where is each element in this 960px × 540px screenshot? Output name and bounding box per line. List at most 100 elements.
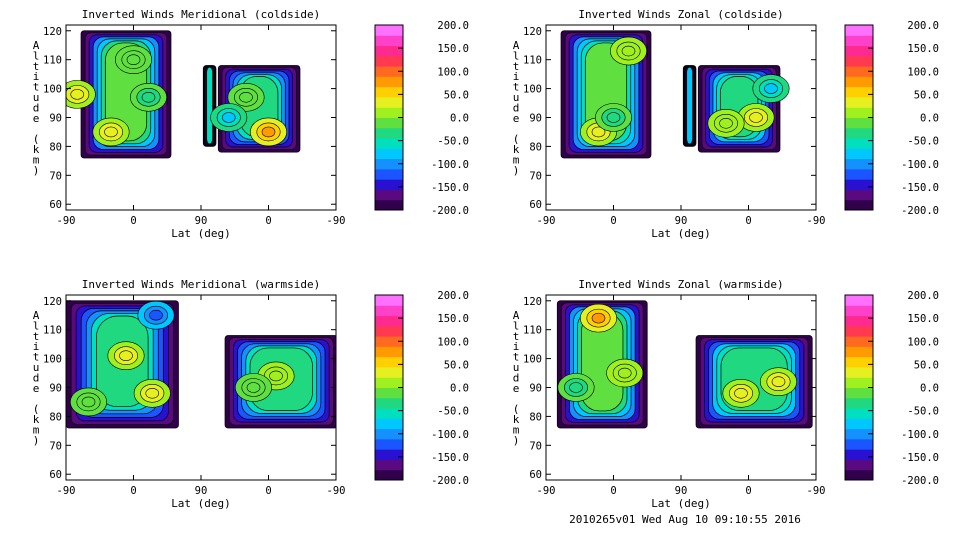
y-axis-label-char: ) bbox=[513, 434, 520, 447]
colorbar-tick-label: 50.0 bbox=[914, 89, 939, 101]
colorbar-swatch bbox=[375, 305, 403, 317]
colorbar-tick-label: -200.0 bbox=[901, 475, 939, 487]
panel-4: Inverted Winds Zonal (warmside) -90 0 90 0 -9… bbox=[513, 278, 939, 510]
y-tick-label: 120 bbox=[43, 296, 62, 308]
colorbar-swatch bbox=[845, 387, 873, 399]
colorbar-swatch bbox=[845, 397, 873, 409]
y-tick-label: 70 bbox=[49, 440, 62, 452]
y-axis-label-char: i bbox=[513, 70, 520, 83]
colorbar-swatch bbox=[375, 469, 403, 481]
x-tick-label: 90 bbox=[195, 485, 208, 497]
y-tick-label: 70 bbox=[529, 440, 542, 452]
colorbar-tick-label: 50.0 bbox=[444, 359, 469, 371]
y-axis-label-char: u bbox=[513, 361, 520, 374]
x-tick-label: -90 bbox=[537, 215, 556, 227]
y-tick-label: 60 bbox=[529, 469, 542, 481]
y-axis-label-char: k bbox=[33, 413, 40, 426]
colorbar-swatch bbox=[845, 418, 873, 430]
y-axis-label-char: e bbox=[33, 112, 40, 125]
contour-feature bbox=[104, 126, 118, 138]
colorbar-tick-label: 150.0 bbox=[437, 43, 469, 55]
colorbar-swatch bbox=[375, 189, 403, 201]
y-axis-label-char: e bbox=[513, 112, 520, 125]
colorbar-swatch bbox=[375, 179, 403, 190]
colorbar-swatch bbox=[375, 325, 403, 337]
contour-feature bbox=[221, 112, 236, 123]
contour-feature bbox=[246, 382, 261, 393]
colorbar-swatch bbox=[375, 346, 403, 358]
y-axis-label-char: t bbox=[33, 60, 40, 73]
y-axis-label-char: i bbox=[33, 70, 40, 83]
colorbar-swatch bbox=[845, 408, 873, 419]
contour-feature bbox=[621, 45, 636, 57]
y-tick-label: 110 bbox=[43, 325, 62, 337]
colorbar-tick-label: 100.0 bbox=[437, 66, 469, 78]
colorbar-swatch bbox=[845, 356, 873, 368]
colorbar-swatch bbox=[375, 428, 403, 440]
panel-1: Inverted Winds Meridional (coldside) -90 0… bbox=[33, 8, 469, 240]
y-axis-label-char: d bbox=[33, 371, 40, 384]
colorbar-tick-label: -150.0 bbox=[431, 182, 469, 194]
colorbar-swatch bbox=[375, 336, 403, 347]
colorbar-swatch bbox=[375, 148, 403, 160]
colorbar-tick-label: 0.0 bbox=[920, 113, 939, 125]
colorbar-swatch bbox=[375, 438, 403, 450]
colorbar-tick-label: 50.0 bbox=[914, 359, 939, 371]
y-axis-label-char: t bbox=[513, 351, 520, 364]
colorbar-swatch bbox=[375, 366, 403, 378]
y-tick-label: 90 bbox=[49, 383, 62, 395]
contour-feature bbox=[734, 387, 748, 399]
colorbar: 200.0 150.0 100.0 50.0 0.0 -50.0 -100.0 -150.0 -… bbox=[374, 20, 469, 217]
y-tick-label: 60 bbox=[49, 199, 62, 211]
colorbar-swatch bbox=[375, 449, 403, 460]
y-axis-label-char: l bbox=[513, 319, 520, 332]
y-tick-label: 70 bbox=[49, 170, 62, 182]
colorbar-swatch bbox=[845, 107, 873, 118]
y-tick-label: 60 bbox=[49, 469, 62, 481]
y-tick-label: 120 bbox=[523, 296, 542, 308]
x-tick-label: 0 bbox=[265, 215, 271, 227]
y-tick-label: 100 bbox=[523, 84, 542, 96]
colorbar-swatch bbox=[845, 76, 873, 88]
colorbar-swatch bbox=[845, 158, 873, 170]
contour-feature bbox=[126, 54, 141, 65]
colorbar: 200.0 150.0 100.0 50.0 0.0 -50.0 -100.0 -150.0 -… bbox=[844, 20, 939, 217]
colorbar-swatch bbox=[375, 397, 403, 409]
y-tick-label: 70 bbox=[529, 170, 542, 182]
y-tick-label: 90 bbox=[529, 113, 542, 125]
colorbar-swatch bbox=[375, 199, 403, 211]
panel-2: Inverted Winds Zonal (coldside) -90 0 90 0 -9… bbox=[513, 8, 939, 240]
x-tick-label: -90 bbox=[327, 215, 346, 227]
colorbar-tick-label: 0.0 bbox=[920, 383, 939, 395]
colorbar-tick-label: -50.0 bbox=[437, 136, 469, 148]
y-axis-label-char: u bbox=[33, 361, 40, 374]
contour-feature bbox=[719, 117, 733, 129]
colorbar-tick-label: -50.0 bbox=[907, 406, 939, 418]
y-tick-label: 60 bbox=[529, 199, 542, 211]
y-axis-label-char: ( bbox=[513, 133, 520, 146]
contour-field bbox=[66, 30, 301, 159]
y-tick-label: 100 bbox=[43, 84, 62, 96]
y-axis-label-char: t bbox=[33, 330, 40, 343]
colorbar-swatch bbox=[375, 127, 403, 139]
colorbar-tick-label: -100.0 bbox=[431, 159, 469, 171]
colorbar-swatch bbox=[845, 428, 873, 440]
y-axis-label-char: t bbox=[33, 81, 40, 94]
x-tick-label: 0 bbox=[745, 215, 751, 227]
colorbar-tick-label: 150.0 bbox=[437, 313, 469, 325]
colorbar-swatch bbox=[375, 86, 403, 98]
colorbar-swatch bbox=[845, 438, 873, 450]
x-tick-label: 0 bbox=[265, 485, 271, 497]
colorbar-tick-label: -100.0 bbox=[901, 429, 939, 441]
colorbar-swatch bbox=[845, 96, 873, 108]
x-tick-label: 0 bbox=[130, 215, 136, 227]
colorbar-swatch bbox=[845, 305, 873, 317]
colorbar-swatch bbox=[375, 76, 403, 88]
y-axis-label-char: u bbox=[33, 91, 40, 104]
contour-feature bbox=[606, 112, 621, 123]
colorbar: 200.0 150.0 100.0 50.0 0.0 -50.0 -100.0 -150.0 -… bbox=[374, 290, 469, 487]
colorbar-swatch bbox=[845, 138, 873, 149]
contour-feature bbox=[617, 367, 632, 379]
colorbar-swatch bbox=[845, 469, 873, 481]
x-tick-label: -90 bbox=[57, 215, 76, 227]
